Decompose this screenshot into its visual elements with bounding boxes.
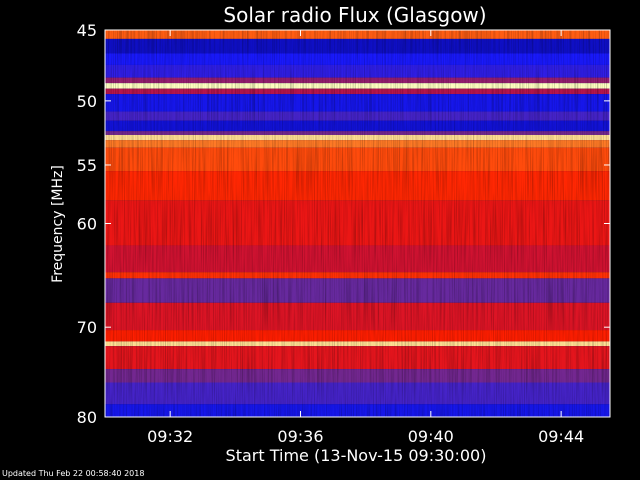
x-axis-label: Start Time (13-Nov-15 09:30:00) — [226, 446, 487, 465]
noise-overlay — [105, 30, 610, 417]
x-axis-ticks: 09:32 09:36 09:40 09:44 — [147, 30, 584, 446]
chart-title: Solar radio Flux (Glasgow) — [223, 3, 486, 27]
y-tick-label-4: 70 — [77, 318, 97, 337]
y-tick-label-5: 80 — [77, 408, 97, 427]
x-tick-label-2: 09:40 — [408, 427, 454, 446]
x-tick-label-1: 09:36 — [277, 427, 323, 446]
y-axis-label: Frequency [MHz] — [50, 165, 66, 283]
y-tick-label-2: 55 — [77, 156, 97, 175]
x-tick-label-3: 09:44 — [538, 427, 584, 446]
y-tick-label-1: 50 — [77, 92, 97, 111]
y-tick-label-0: 45 — [77, 21, 97, 40]
x-tick-label-0: 09:32 — [147, 427, 193, 446]
updated-timestamp: Updated Thu Feb 22 00:58:40 2018 — [2, 469, 145, 478]
plot-area — [104, 29, 611, 418]
y-tick-label-3: 60 — [77, 215, 97, 234]
y-axis-ticks: 45 50 55 60 70 80 — [77, 21, 610, 427]
